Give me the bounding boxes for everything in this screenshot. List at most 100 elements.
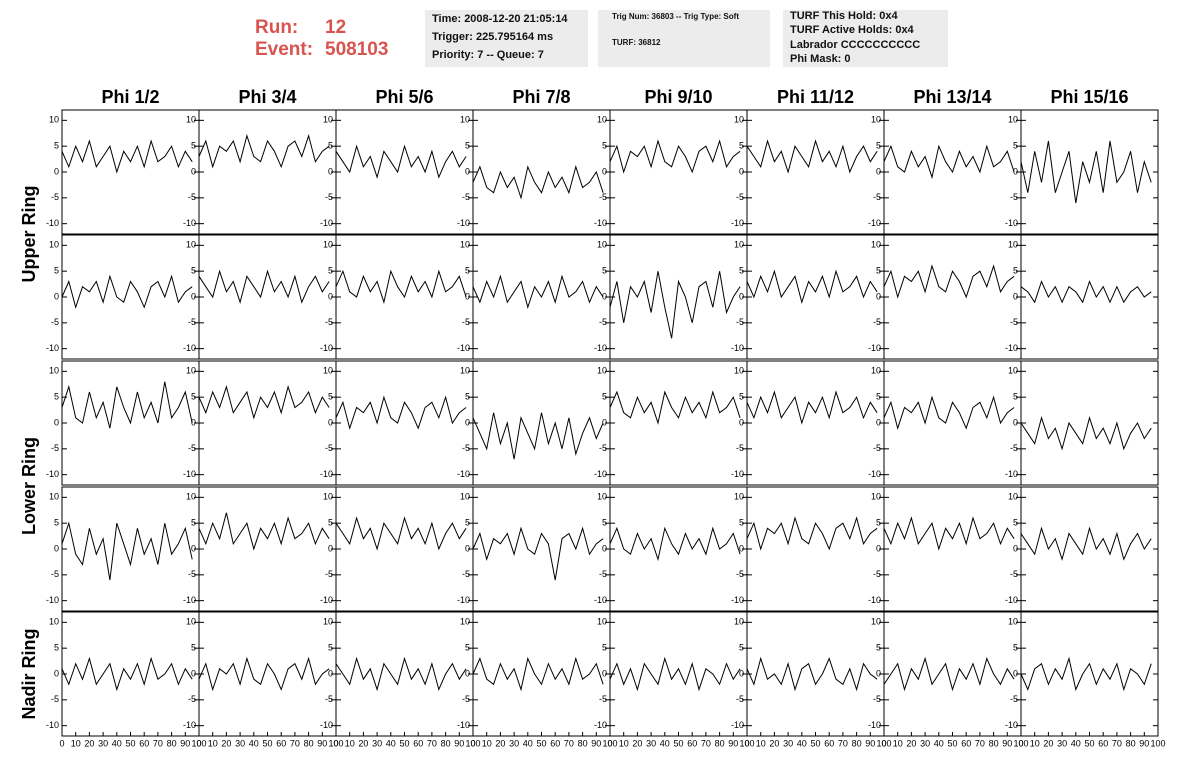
- y-tick-label: 10: [323, 240, 333, 250]
- column-title: Phi 3/4: [238, 87, 296, 107]
- x-tick-label: 60: [276, 738, 286, 748]
- panel-frame: [61, 486, 200, 612]
- panel-frame: [335, 360, 474, 486]
- y-tick-label: -10: [457, 343, 470, 353]
- x-tick-label: 50: [399, 738, 409, 748]
- panel-frame: [472, 109, 611, 235]
- y-tick-label: -5: [1010, 694, 1018, 704]
- waveform: [61, 381, 193, 429]
- y-tick-label: -5: [873, 569, 881, 579]
- y-tick-label: 0: [465, 166, 470, 176]
- panel-frame: [883, 611, 1022, 737]
- x-tick-label: 10: [756, 738, 766, 748]
- column-title: Phi 5/6: [375, 87, 433, 107]
- y-tick-label: 0: [876, 417, 881, 427]
- y-tick-label: 10: [597, 617, 607, 627]
- y-tick-label: 10: [1008, 492, 1018, 502]
- x-tick-label: 100: [328, 738, 343, 748]
- labrador: Labrador CCCCCCCCCC: [790, 39, 920, 51]
- y-tick-label: -5: [51, 192, 59, 202]
- waveform: [609, 656, 741, 692]
- waveform: [335, 656, 467, 692]
- x-tick-label: 20: [1043, 738, 1053, 748]
- x-tick-label: 20: [84, 738, 94, 748]
- panel-frame: [609, 109, 748, 235]
- y-tick-label: -10: [457, 469, 470, 479]
- panel-frame: [335, 611, 474, 737]
- x-tick-label: 100: [191, 738, 206, 748]
- waveform: [1020, 416, 1152, 451]
- y-tick-label: -10: [868, 469, 881, 479]
- y-tick-label: 5: [328, 518, 333, 528]
- y-tick-label: 5: [54, 392, 59, 402]
- y-tick-label: 10: [323, 115, 333, 125]
- x-tick-label: 40: [523, 738, 533, 748]
- waveform: [746, 390, 878, 425]
- y-tick-label: 0: [191, 166, 196, 176]
- waveform: [335, 516, 467, 551]
- y-tick-label: 5: [739, 141, 744, 151]
- x-tick-label: 60: [550, 738, 560, 748]
- y-tick-label: 10: [734, 492, 744, 502]
- x-tick-label: 50: [536, 738, 546, 748]
- y-tick-label: -10: [320, 343, 333, 353]
- y-tick-label: -5: [325, 317, 333, 327]
- y-tick-label: 10: [871, 115, 881, 125]
- waveform: [472, 412, 604, 460]
- x-tick-label: 100: [1013, 738, 1028, 748]
- panel-frame: [746, 611, 885, 737]
- y-tick-label: -10: [183, 595, 196, 605]
- x-tick-label: 0: [333, 738, 338, 748]
- x-tick-label: 40: [660, 738, 670, 748]
- y-tick-label: 10: [734, 617, 744, 627]
- y-tick-label: 5: [191, 392, 196, 402]
- y-tick-label: 0: [328, 543, 333, 553]
- y-tick-label: 10: [186, 617, 196, 627]
- y-tick-label: 10: [734, 366, 744, 376]
- y-tick-label: -10: [594, 595, 607, 605]
- waveform: [746, 516, 878, 551]
- panel-frame: [472, 360, 611, 486]
- y-tick-label: -5: [51, 694, 59, 704]
- waveform: [1020, 526, 1152, 562]
- waveform: [883, 395, 1015, 430]
- y-tick-label: -10: [46, 720, 59, 730]
- y-tick-label: 10: [597, 366, 607, 376]
- y-tick-label: -5: [873, 443, 881, 453]
- x-tick-label: 50: [262, 738, 272, 748]
- panel-frame: [198, 360, 337, 486]
- column-title: Phi 7/8: [512, 87, 570, 107]
- x-tick-label: 0: [607, 738, 612, 748]
- x-tick-label: 70: [427, 738, 437, 748]
- y-tick-label: 0: [465, 291, 470, 301]
- y-tick-label: -5: [51, 443, 59, 453]
- y-tick-label: 0: [739, 543, 744, 553]
- y-tick-label: 5: [876, 392, 881, 402]
- panel-frame: [1020, 360, 1159, 486]
- y-tick-label: 5: [465, 518, 470, 528]
- turf-box: [783, 10, 948, 67]
- y-tick-label: 0: [1013, 417, 1018, 427]
- y-tick-label: 10: [49, 366, 59, 376]
- waveform: [472, 274, 604, 310]
- row-title: Lower Ring: [19, 437, 39, 535]
- y-tick-label: 0: [602, 166, 607, 176]
- x-tick-label: 40: [1071, 738, 1081, 748]
- y-tick-label: -5: [873, 694, 881, 704]
- y-tick-label: 10: [323, 617, 333, 627]
- row-title: Nadir Ring: [19, 628, 39, 719]
- y-tick-label: 0: [328, 166, 333, 176]
- y-tick-label: 0: [54, 417, 59, 427]
- x-tick-label: 30: [646, 738, 656, 748]
- y-tick-label: -5: [325, 569, 333, 579]
- x-tick-label: 10: [1030, 738, 1040, 748]
- y-tick-label: 0: [739, 417, 744, 427]
- x-tick-label: 30: [235, 738, 245, 748]
- y-tick-label: 5: [876, 643, 881, 653]
- panel-frame: [198, 234, 337, 360]
- waveform: [609, 390, 741, 425]
- y-tick-label: 5: [465, 266, 470, 276]
- x-tick-label: 70: [153, 738, 163, 748]
- y-tick-label: 0: [191, 291, 196, 301]
- y-tick-label: 5: [54, 141, 59, 151]
